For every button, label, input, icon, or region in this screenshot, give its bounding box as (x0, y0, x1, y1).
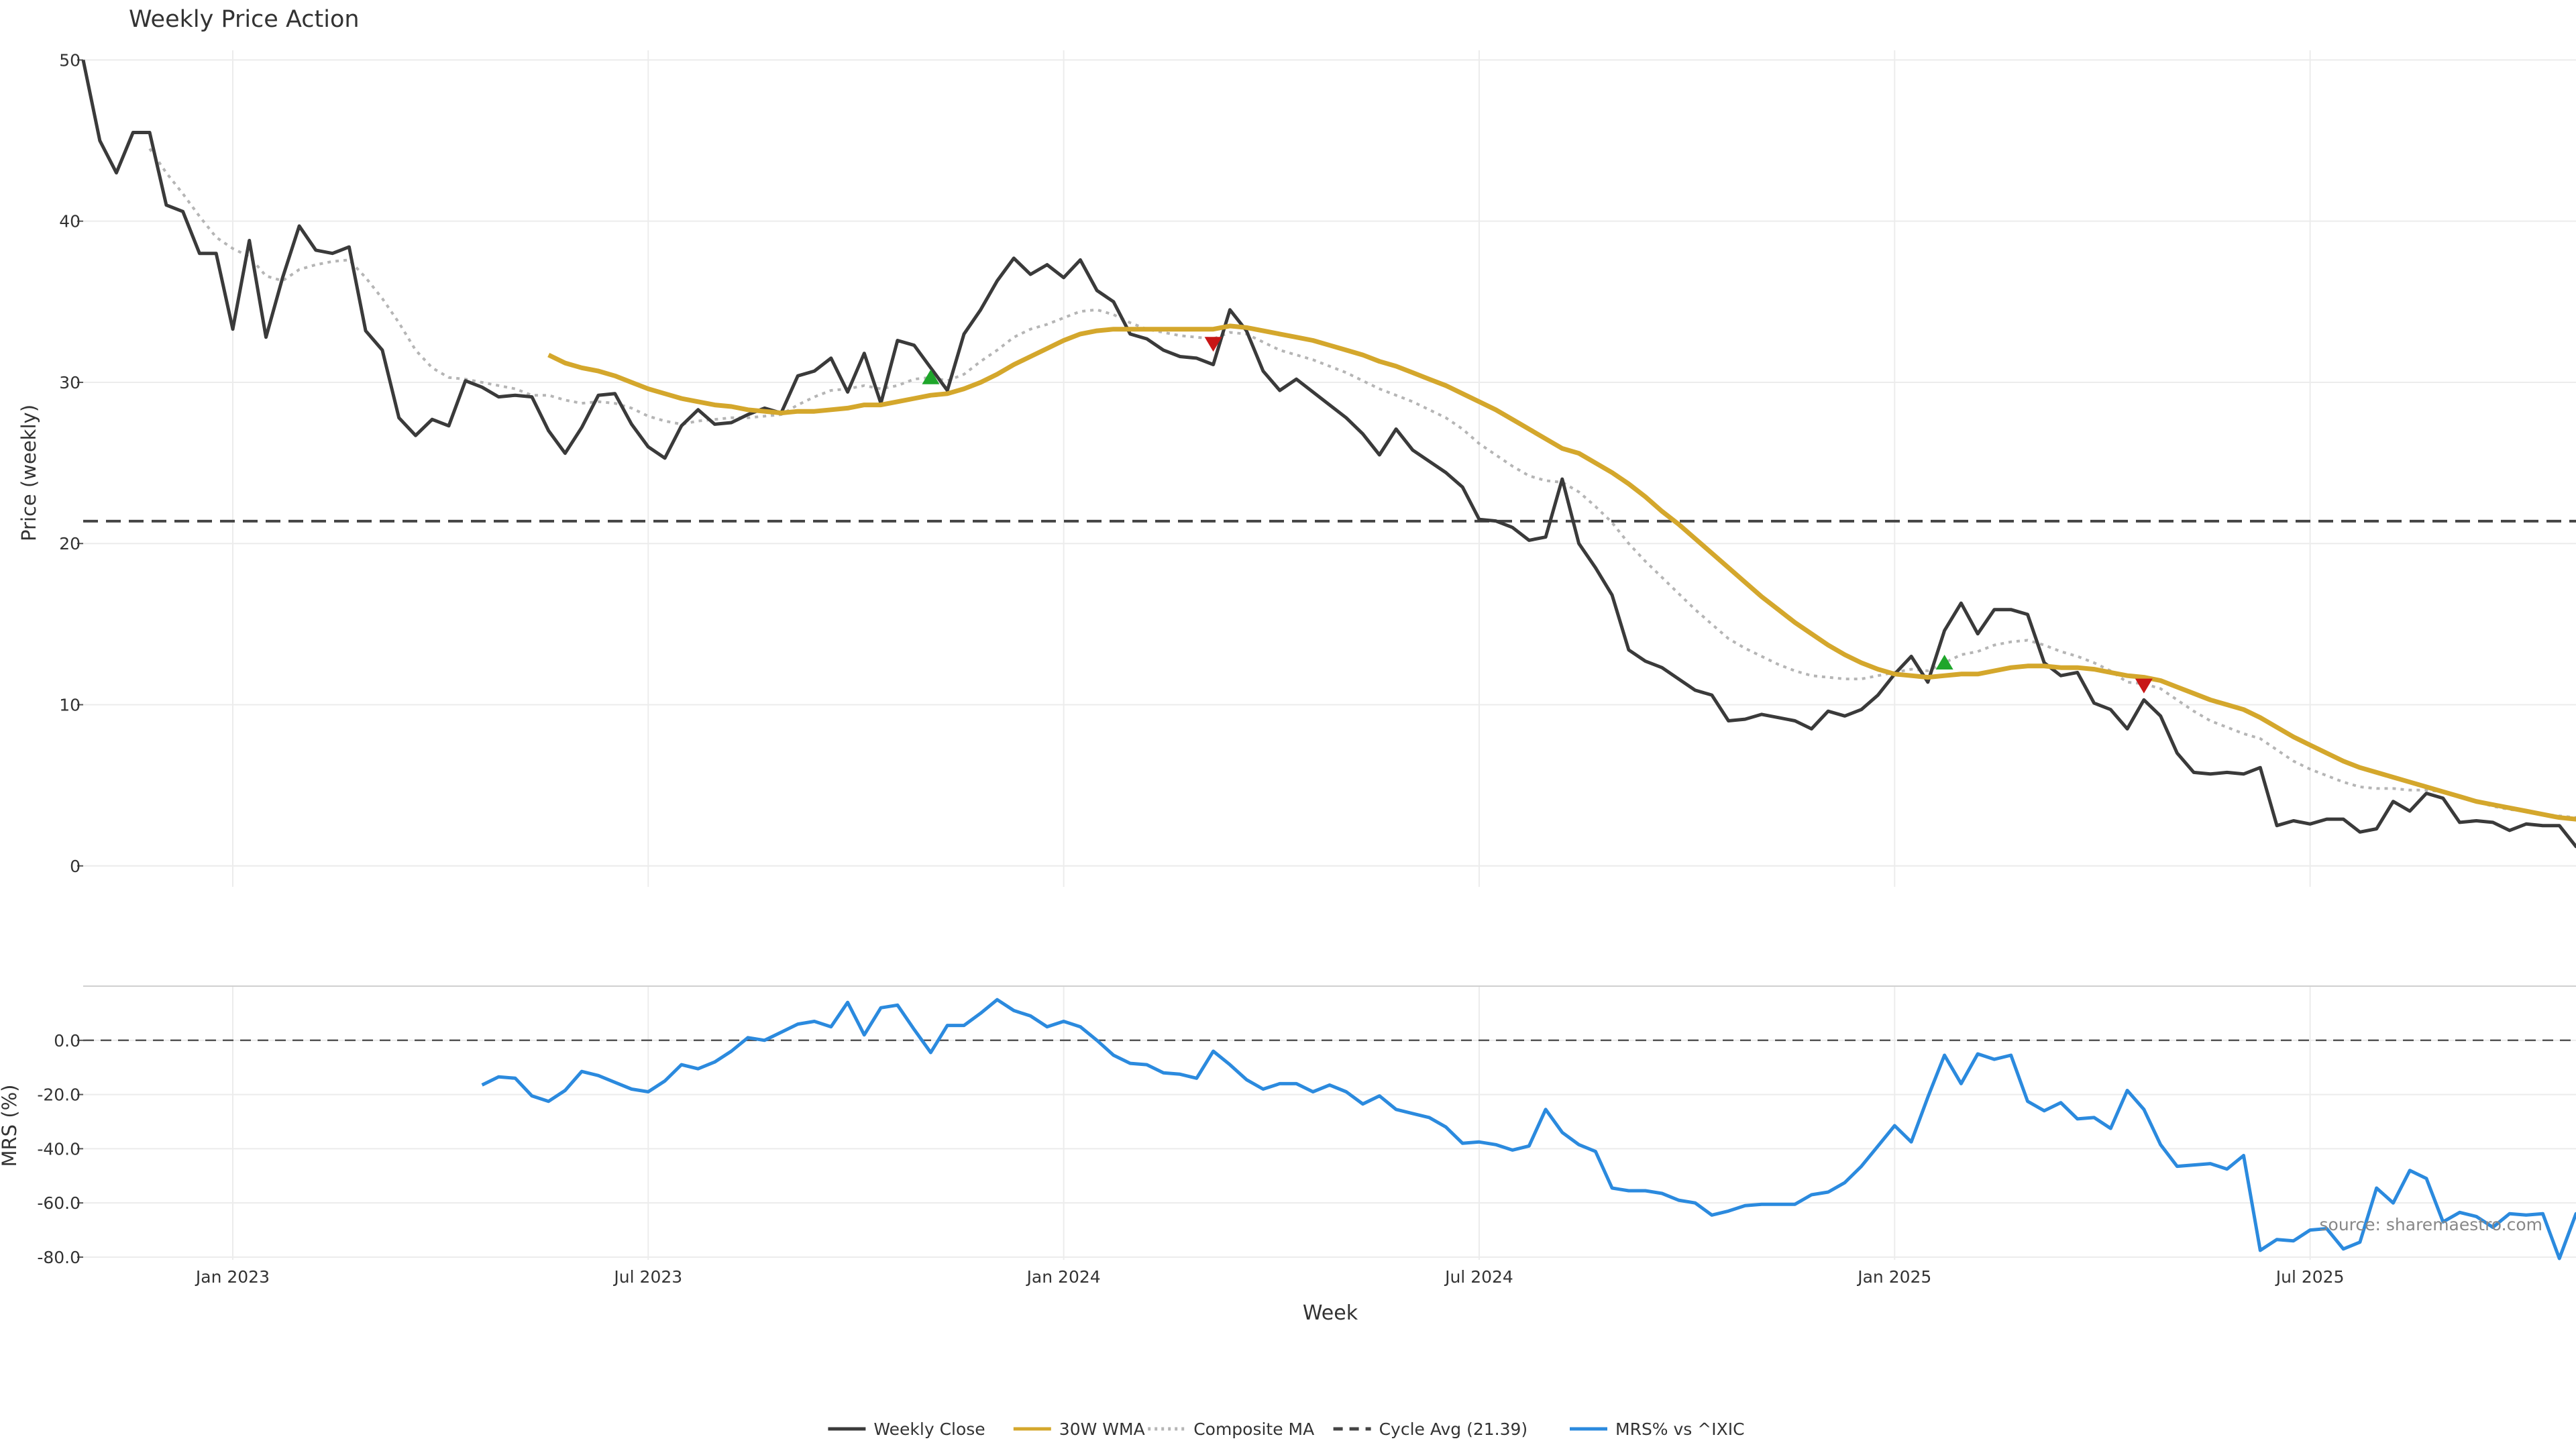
buy-signal-marker (922, 369, 940, 384)
weekly-close-series-line (81, 59, 2576, 849)
buy-signal-marker (1935, 655, 1953, 670)
price-y-tick-label: 50 (59, 50, 80, 70)
chart-title: Weekly Price Action (129, 6, 360, 33)
mrs-axis-label: MRS (%) (0, 1085, 21, 1167)
source-watermark: source: sharemaestro.com (2320, 1215, 2543, 1234)
mrs-y-tick-label: -60.0 (37, 1193, 80, 1213)
mrs-y-tick-label: -80.0 (37, 1248, 80, 1267)
legend: Weekly Close 30W WMA Composite MA Cycle Avg… (828, 1419, 1745, 1439)
x-tick-label: Jul 2024 (1444, 1267, 1513, 1287)
legend-item: Weekly Close (828, 1419, 985, 1439)
mrs-panel (83, 998, 2576, 1260)
price-y-tick-label: 20 (59, 534, 80, 553)
price-y-tick-label: 30 (59, 373, 80, 392)
composite-ma-series-line (148, 148, 2576, 819)
grid-lines (83, 50, 2576, 1260)
signal-markers (922, 337, 2153, 694)
wma-30-series-line (547, 323, 2576, 822)
legend-label: Composite MA (1193, 1419, 1314, 1439)
sell-signal-marker (2135, 678, 2153, 694)
x-tick-label: Jul 2023 (612, 1267, 682, 1287)
price-y-tick-label: 40 (59, 212, 80, 231)
legend-item: Cycle Avg (21.39) (1333, 1419, 1528, 1439)
price-y-tick-label: 0 (70, 857, 80, 876)
legend-label: MRS% vs ^IXIC (1615, 1419, 1745, 1439)
x-axis-label: Week (1303, 1301, 1358, 1325)
legend-label: 30W WMA (1059, 1419, 1145, 1439)
x-tick-label: Jul 2025 (2275, 1267, 2345, 1287)
mrs-series-line (481, 998, 2576, 1260)
legend-item: 30W WMA (1013, 1419, 1145, 1439)
legend-item: MRS% vs ^IXIC (1570, 1419, 1745, 1439)
legend-label: Cycle Avg (21.39) (1379, 1419, 1528, 1439)
axes: Jan 2023 Jul 2023 Jan 2024 Jul 2024 Jan 2025… (37, 50, 2576, 1287)
x-tick-label: Jan 2023 (195, 1267, 270, 1287)
mrs-y-tick-label: -40.0 (37, 1139, 80, 1159)
x-tick-label: Jan 2024 (1026, 1267, 1101, 1287)
mrs-y-tick-label: 0.0 (54, 1031, 80, 1051)
price-axis-label: Price (weekly) (17, 405, 40, 541)
x-tick-label: Jan 2025 (1856, 1267, 1931, 1287)
price-panel (81, 59, 2576, 849)
mrs-y-tick-label: -20.0 (37, 1085, 80, 1105)
sell-signal-marker (1204, 337, 1222, 352)
legend-item: Composite MA (1148, 1419, 1314, 1439)
legend-label: Weekly Close (873, 1419, 985, 1439)
price-y-tick-label: 10 (59, 695, 80, 714)
